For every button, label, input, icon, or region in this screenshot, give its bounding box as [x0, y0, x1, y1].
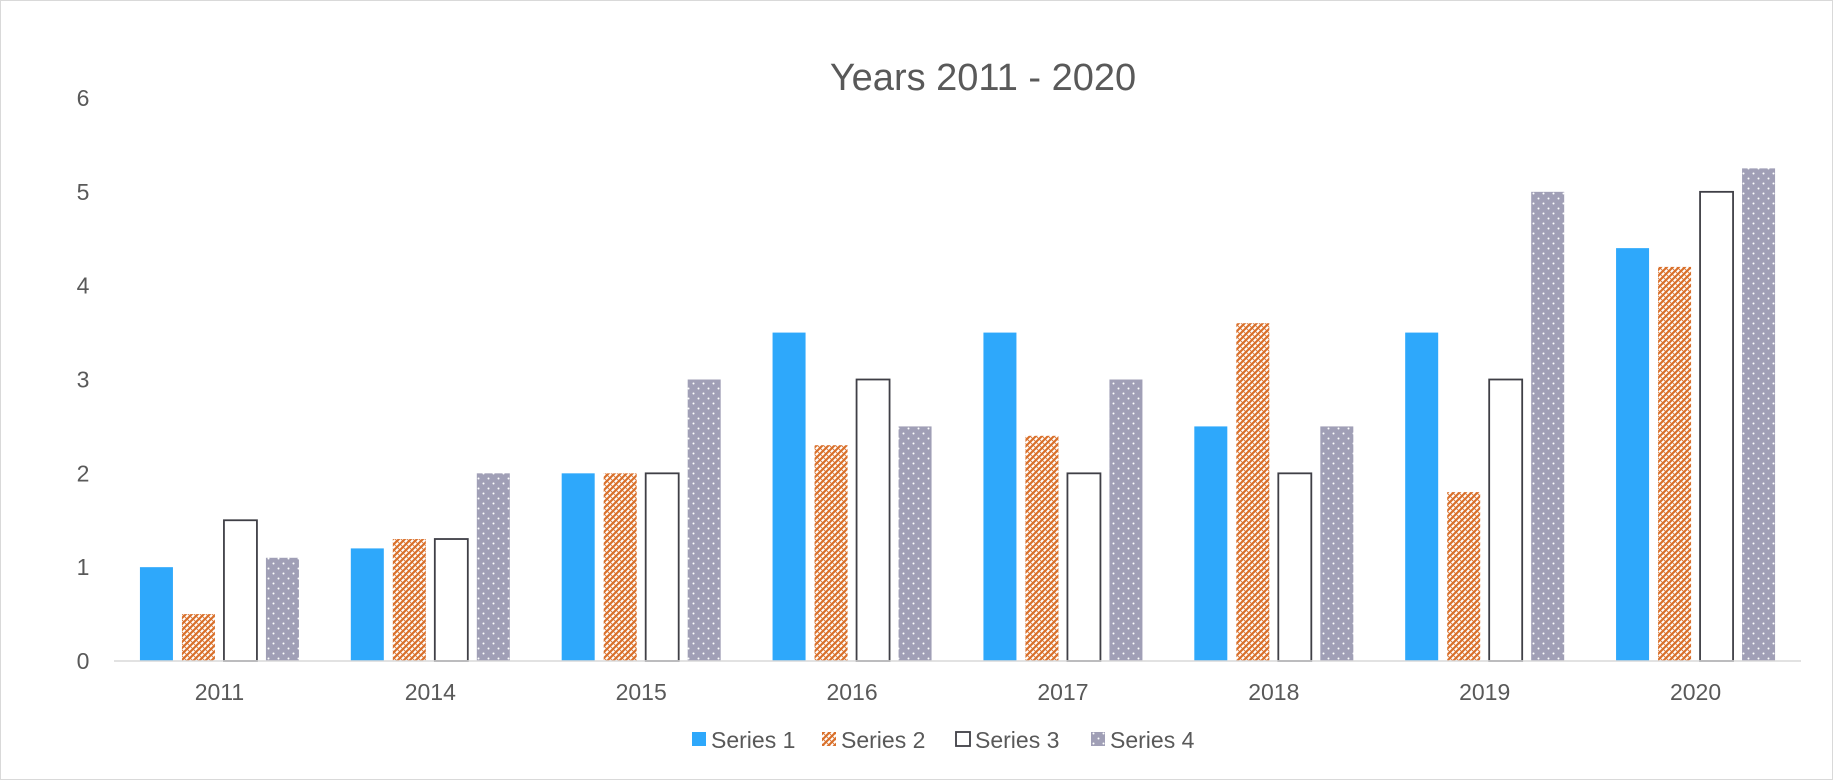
plot-area [139, 168, 1776, 662]
x-tick-label: 2018 [1248, 679, 1299, 705]
legend-swatch-series-2 [822, 732, 836, 746]
x-tick-label: 2014 [405, 679, 456, 705]
bar-series-4-2016 [898, 426, 932, 661]
bar-series-4-2020 [1742, 168, 1776, 661]
bar-series-4-2015 [687, 379, 721, 661]
bar-series-4-2017 [1109, 379, 1143, 661]
bar-series-3-2014 [433, 538, 469, 662]
y-tick-label: 5 [77, 179, 90, 205]
bar-series-2-2011 [181, 614, 215, 661]
bar-series-4-2018 [1320, 426, 1354, 661]
bar-series-1-2020 [1616, 248, 1650, 661]
legend-label-series-1: Series 1 [711, 727, 795, 753]
bar-series-3-2018 [1277, 472, 1313, 662]
legend-swatch-series-4 [1091, 732, 1105, 746]
x-tick-label: 2019 [1459, 679, 1510, 705]
bar-series-3-2017 [1066, 472, 1102, 662]
legend-label-series-4: Series 4 [1110, 727, 1195, 753]
bar-series-1-2014 [350, 548, 384, 661]
bar-series-3-2019 [1488, 378, 1524, 662]
bar-series-2-2016 [814, 445, 848, 661]
bar-series-1-2017 [983, 332, 1017, 661]
bar-series-4-2019 [1531, 191, 1565, 662]
y-tick-label: 2 [77, 460, 90, 486]
legend-label-series-3: Series 3 [975, 727, 1059, 753]
legend-swatch-series-1 [692, 732, 706, 746]
bar-series-4-2014 [476, 473, 510, 661]
x-tick-label: 2017 [1037, 679, 1088, 705]
y-tick-label: 0 [77, 648, 90, 674]
bar-series-3-2016 [855, 378, 891, 662]
bar-series-2-2019 [1447, 492, 1481, 661]
x-axis: 2011 2014 2015 2016 2017 2018 2019 2020 [195, 679, 1721, 705]
bar-series-1-2015 [561, 473, 595, 661]
bar-series-1-2016 [772, 332, 806, 661]
bar-series-3-2015 [644, 472, 680, 662]
bar-series-2-2014 [392, 539, 426, 661]
bar-series-3-2020 [1699, 190, 1734, 662]
y-axis: 0 1 2 3 4 5 6 [77, 85, 90, 674]
chart-title: Years 2011 - 2020 [830, 57, 1136, 99]
legend-swatch-series-3 [955, 731, 971, 747]
bar-series-4-2011 [265, 557, 299, 661]
x-tick-label: 2020 [1670, 679, 1721, 705]
bar-series-2-2020 [1658, 266, 1692, 661]
y-tick-label: 6 [77, 85, 90, 111]
y-tick-label: 1 [77, 554, 90, 580]
bar-series-2-2018 [1236, 323, 1270, 661]
bar-series-1-2018 [1194, 426, 1228, 661]
legend: Series 1 Series 2 Series 3 Series 4 [692, 727, 1195, 753]
y-tick-label: 3 [77, 367, 90, 393]
bar-series-1-2011 [139, 567, 173, 661]
x-tick-label: 2016 [826, 679, 877, 705]
bar-series-2-2017 [1025, 435, 1059, 661]
bar-series-2-2015 [603, 473, 637, 661]
x-tick-label: 2011 [195, 679, 244, 705]
legend-label-series-2: Series 2 [841, 727, 925, 753]
y-tick-label: 4 [77, 273, 90, 299]
x-tick-label: 2015 [616, 679, 667, 705]
bar-series-1-2019 [1405, 332, 1439, 661]
bar-series-3-2011 [223, 519, 258, 662]
